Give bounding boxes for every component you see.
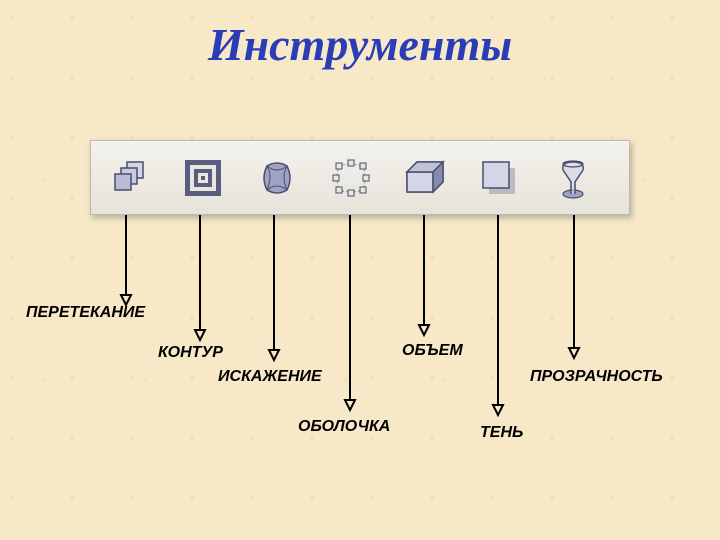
tool-transparency[interactable] — [545, 150, 601, 206]
arrow-head-envelope — [345, 400, 355, 410]
shadow-icon — [475, 154, 523, 202]
tool-extrude[interactable] — [397, 150, 453, 206]
arrow-head-transparency — [569, 348, 579, 358]
transparency-icon — [549, 154, 597, 202]
arrow-head-contour — [195, 330, 205, 340]
extrude-icon — [401, 154, 449, 202]
toolbar — [90, 140, 630, 215]
label-distort: ИСКАЖЕНИЕ — [218, 368, 322, 386]
tool-contour[interactable] — [175, 150, 231, 206]
distort-icon — [253, 154, 301, 202]
contour-icon — [179, 154, 227, 202]
label-transparency: ПРОЗРАЧНОСТЬ — [530, 368, 663, 386]
label-envelope: ОБОЛОЧКА — [298, 418, 390, 436]
arrow-layer — [0, 215, 720, 475]
tool-envelope[interactable] — [323, 150, 379, 206]
label-shadow: ТЕНЬ — [480, 424, 523, 442]
page-title: Инструменты — [0, 18, 720, 71]
label-contour: КОНТУР — [158, 344, 223, 362]
arrow-head-distort — [269, 350, 279, 360]
blend-icon — [105, 154, 153, 202]
envelope-icon — [327, 154, 375, 202]
label-blend: ПЕРЕТЕКАНИЕ — [26, 304, 145, 322]
tool-blend[interactable] — [101, 150, 157, 206]
tool-shadow[interactable] — [471, 150, 527, 206]
tool-distort[interactable] — [249, 150, 305, 206]
arrow-head-extrude — [419, 325, 429, 335]
arrow-head-shadow — [493, 405, 503, 415]
label-extrude: ОБЪЕМ — [402, 342, 463, 360]
